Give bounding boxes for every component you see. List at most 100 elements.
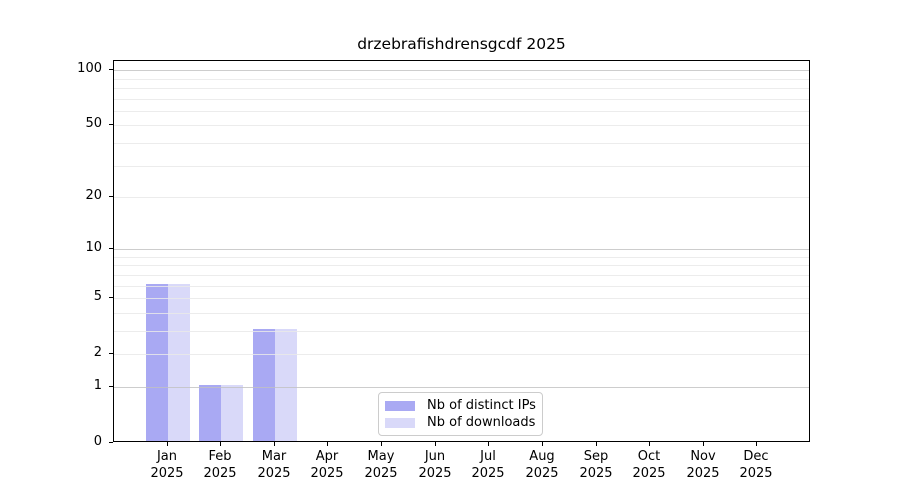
legend-item-downloads: Nb of downloads bbox=[385, 415, 536, 430]
x-label-year: 2025 bbox=[632, 466, 666, 481]
legend-swatch-distinct-ips bbox=[385, 400, 415, 411]
x-tick-label-jun: Jun 2025 bbox=[400, 448, 470, 482]
gridline-y-6 bbox=[114, 286, 809, 287]
x-label-year: 2025 bbox=[579, 466, 613, 481]
x-tick-label-aug: Aug 2025 bbox=[507, 448, 577, 482]
y-tick-label-5: 5 bbox=[93, 289, 102, 304]
gridline-y-1 bbox=[114, 387, 809, 388]
gridline-y-30 bbox=[114, 166, 809, 167]
x-tick-label-nov: Nov 2025 bbox=[668, 448, 738, 482]
x-label-month: May bbox=[367, 449, 395, 464]
y-tick-label-1: 1 bbox=[93, 378, 102, 393]
y-tick-1 bbox=[109, 386, 113, 387]
legend-swatch-downloads bbox=[385, 417, 415, 428]
y-tick-label-100: 100 bbox=[77, 61, 102, 76]
y-tick-50 bbox=[109, 124, 113, 125]
x-label-month: Dec bbox=[743, 449, 769, 464]
x-tick-mar bbox=[274, 442, 275, 446]
gridline-y-90 bbox=[114, 79, 809, 80]
y-tick-2 bbox=[109, 353, 113, 354]
x-tick-jan bbox=[167, 442, 168, 446]
x-label-month: Oct bbox=[637, 449, 661, 464]
x-label-year: 2025 bbox=[257, 466, 291, 481]
gridline-y-100 bbox=[114, 70, 809, 71]
gridline-y-50 bbox=[114, 125, 809, 126]
gridline-y-9 bbox=[114, 257, 809, 258]
x-label-year: 2025 bbox=[525, 466, 559, 481]
gridline-y-7 bbox=[114, 275, 809, 276]
gridline-y-10 bbox=[114, 249, 809, 250]
x-label-month: Mar bbox=[261, 449, 287, 464]
x-tick-oct bbox=[649, 442, 650, 446]
x-label-month: Aug bbox=[529, 449, 555, 464]
gridline-y-70 bbox=[114, 99, 809, 100]
x-tick-may bbox=[381, 442, 382, 446]
x-tick-label-jan: Jan 2025 bbox=[132, 448, 202, 482]
x-label-month: Feb bbox=[208, 449, 232, 464]
x-tick-jun bbox=[435, 442, 436, 446]
gridline-y-80 bbox=[114, 88, 809, 89]
x-label-year: 2025 bbox=[364, 466, 398, 481]
x-label-year: 2025 bbox=[739, 466, 773, 481]
x-label-month: Sep bbox=[583, 449, 609, 464]
y-tick-20 bbox=[109, 196, 113, 197]
x-tick-apr bbox=[327, 442, 328, 446]
x-label-month: Jun bbox=[424, 449, 446, 464]
legend-label-distinct-ips: Nb of distinct IPs bbox=[427, 398, 536, 413]
x-label-year: 2025 bbox=[310, 466, 344, 481]
y-tick-10 bbox=[109, 248, 113, 249]
bar-nb-of-downloads-mar bbox=[275, 329, 297, 441]
x-label-year: 2025 bbox=[203, 466, 237, 481]
x-tick-aug bbox=[542, 442, 543, 446]
legend: Nb of distinct IPs Nb of downloads bbox=[378, 392, 543, 436]
x-label-year: 2025 bbox=[471, 466, 505, 481]
y-tick-label-2: 2 bbox=[93, 345, 102, 360]
gridline-y-3 bbox=[114, 331, 809, 332]
x-tick-label-may: May 2025 bbox=[346, 448, 416, 482]
x-tick-label-dec: Dec 2025 bbox=[721, 448, 791, 482]
legend-item-distinct-ips: Nb of distinct IPs bbox=[385, 398, 536, 413]
bar-nb-of-distinct-ips-mar bbox=[253, 329, 275, 441]
y-tick-label-10: 10 bbox=[85, 240, 102, 255]
x-tick-jul bbox=[488, 442, 489, 446]
gridline-y-8 bbox=[114, 265, 809, 266]
x-tick-label-sep: Sep 2025 bbox=[561, 448, 631, 482]
gridline-y-2 bbox=[114, 354, 809, 355]
y-tick-label-0: 0 bbox=[93, 434, 102, 449]
y-tick-label-20: 20 bbox=[85, 188, 102, 203]
x-label-month: Apr bbox=[315, 449, 339, 464]
grid-layer bbox=[114, 61, 809, 441]
x-tick-sep bbox=[596, 442, 597, 446]
gridline-y-5 bbox=[114, 298, 809, 299]
x-tick-feb bbox=[220, 442, 221, 446]
x-label-year: 2025 bbox=[418, 466, 452, 481]
y-tick-5 bbox=[109, 297, 113, 298]
y-tick-0 bbox=[109, 442, 113, 443]
bar-nb-of-distinct-ips-jan bbox=[146, 284, 168, 441]
x-label-year: 2025 bbox=[150, 466, 184, 481]
x-label-month: Jan bbox=[156, 449, 178, 464]
bars-layer bbox=[114, 61, 809, 441]
bar-nb-of-downloads-feb bbox=[221, 385, 243, 441]
gridline-y-60 bbox=[114, 111, 809, 112]
x-tick-label-jul: Jul 2025 bbox=[453, 448, 523, 482]
x-tick-label-apr: Apr 2025 bbox=[292, 448, 362, 482]
x-label-month: Jul bbox=[480, 449, 496, 464]
x-label-month: Nov bbox=[690, 449, 716, 464]
bar-nb-of-downloads-jan bbox=[168, 284, 190, 441]
x-label-year: 2025 bbox=[686, 466, 720, 481]
y-tick-label-50: 50 bbox=[85, 116, 102, 131]
y-tick-100 bbox=[109, 69, 113, 70]
chart-title: drzebrafishdrensgcdf 2025 bbox=[357, 35, 566, 53]
gridline-y-4 bbox=[114, 313, 809, 314]
x-tick-nov bbox=[703, 442, 704, 446]
plot-area bbox=[113, 60, 810, 442]
x-tick-dec bbox=[756, 442, 757, 446]
x-tick-label-mar: Mar 2025 bbox=[239, 448, 309, 482]
x-tick-label-feb: Feb 2025 bbox=[185, 448, 255, 482]
gridline-y-40 bbox=[114, 143, 809, 144]
bar-nb-of-distinct-ips-feb bbox=[199, 385, 221, 441]
legend-label-downloads: Nb of downloads bbox=[427, 415, 536, 430]
x-tick-label-oct: Oct 2025 bbox=[614, 448, 684, 482]
